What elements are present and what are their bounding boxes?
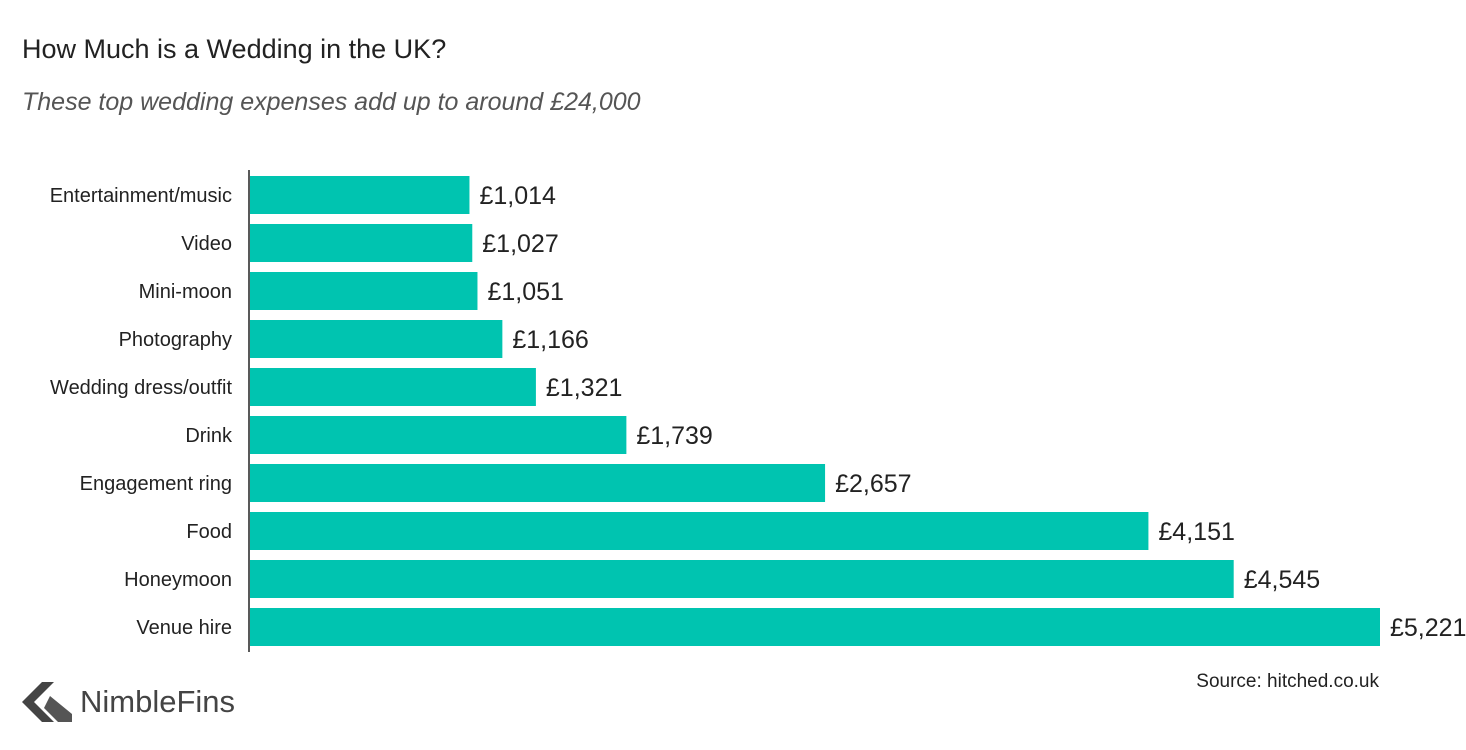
category-labels: Entertainment/music Video Mini-moon Photogr… <box>50 185 233 639</box>
bar-7 <box>250 512 1149 550</box>
bar-5 <box>250 416 627 454</box>
value-label-2: £1,051 <box>487 278 563 306</box>
category-label-7: Food <box>186 521 232 543</box>
category-label-0: Entertainment/music <box>50 185 232 207</box>
bar-6 <box>250 464 826 502</box>
value-label-7: £4,151 <box>1158 518 1234 546</box>
value-label-9: £5,221 <box>1390 614 1466 642</box>
chart-title: How Much is a Wedding in the UK? <box>22 34 447 64</box>
brand-logo: NimbleFins <box>20 680 235 724</box>
nimblefins-logo-icon <box>22 682 72 722</box>
brand-name: NimbleFins <box>80 684 236 719</box>
bar-4 <box>250 368 536 406</box>
value-label-1: £1,027 <box>482 230 558 258</box>
value-label-0: £1,014 <box>479 182 556 210</box>
bar-3 <box>250 320 503 358</box>
category-label-5: Drink <box>185 425 233 447</box>
value-label-4: £1,321 <box>546 374 622 402</box>
bar-2 <box>250 272 478 310</box>
category-label-6: Engagement ring <box>80 473 232 495</box>
source-note: Source: hitched.co.uk <box>1196 671 1379 692</box>
category-label-1: Video <box>181 233 232 255</box>
bar-0 <box>250 176 470 214</box>
value-labels: £1,014 £1,027 £1,051 £1,166 £1,321 £1,739 £2,6… <box>479 182 1466 642</box>
category-label-8: Honeymoon <box>124 569 232 591</box>
value-label-6: £2,657 <box>835 470 911 498</box>
category-label-4: Wedding dress/outfit <box>50 377 232 399</box>
bars-group <box>250 176 1380 646</box>
value-label-5: £1,739 <box>636 422 712 450</box>
category-label-2: Mini-moon <box>139 281 232 303</box>
value-label-3: £1,166 <box>512 326 588 354</box>
bar-8 <box>250 560 1234 598</box>
value-label-8: £4,545 <box>1244 566 1320 594</box>
bar-1 <box>250 224 473 262</box>
category-label-3: Photography <box>119 329 232 351</box>
bar-9 <box>250 608 1380 646</box>
chart-subtitle: These top wedding expenses add up to aro… <box>22 88 641 116</box>
category-label-9: Venue hire <box>136 617 232 639</box>
